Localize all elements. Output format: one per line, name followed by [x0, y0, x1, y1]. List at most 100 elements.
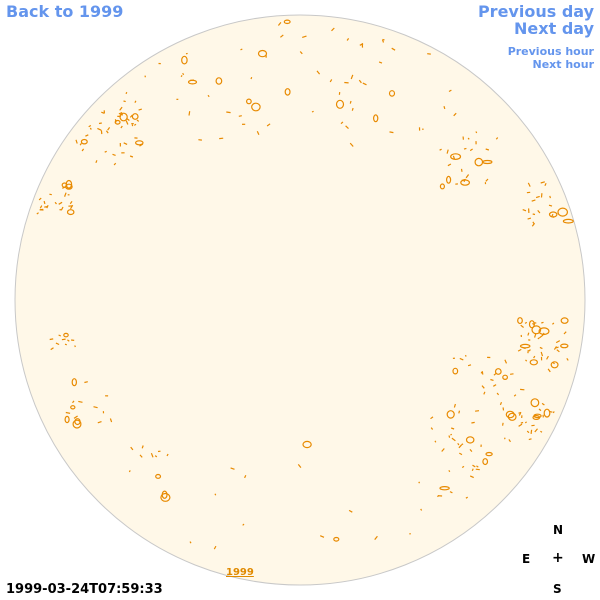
observation-timestamp: 1999-03-24T07:59:33	[6, 582, 163, 597]
contour-speck	[58, 334, 62, 337]
contour-speck	[439, 148, 442, 151]
contour-speck	[240, 48, 243, 51]
contour-speck	[493, 372, 497, 376]
contour-speck	[95, 160, 98, 164]
contour-speck	[441, 448, 445, 452]
contour-speck	[88, 124, 92, 128]
contour-speck	[180, 75, 183, 78]
contour-speck	[98, 122, 102, 125]
contour-speck	[139, 143, 144, 147]
contour-ring	[160, 492, 171, 502]
contour-speck	[481, 371, 484, 375]
contour-speck	[472, 464, 476, 468]
contour-speck	[513, 394, 517, 397]
contour-speck	[437, 495, 440, 498]
contour-speck	[97, 127, 102, 131]
contour-speck	[351, 107, 354, 111]
contour-speck	[55, 342, 60, 346]
contour-speck	[226, 111, 231, 114]
year-link[interactable]: 1999	[226, 567, 254, 578]
contour-speck	[134, 100, 137, 103]
contour-ring	[494, 368, 502, 375]
contour-ring	[517, 317, 523, 325]
compass-east: E	[522, 552, 531, 566]
contour-speck	[112, 153, 116, 156]
contour-speck	[528, 438, 532, 441]
contour-speck	[549, 195, 551, 199]
contour-ring	[502, 374, 509, 380]
contour-speck	[139, 454, 143, 458]
contour-speck	[443, 106, 446, 110]
contour-ring	[72, 419, 82, 429]
contour-speck	[101, 111, 105, 114]
contour-ring	[485, 451, 493, 457]
contour-ring	[135, 140, 144, 146]
contour-speck	[547, 368, 551, 373]
contour-speck	[38, 197, 42, 201]
contour-ring	[560, 343, 569, 349]
contour-speck	[485, 178, 489, 182]
contour-speck	[78, 400, 83, 403]
contour-speck	[119, 106, 123, 111]
contour-ring	[114, 119, 121, 125]
contour-ring	[543, 408, 551, 418]
contour-speck	[527, 332, 530, 336]
contour-speck	[520, 324, 524, 328]
contour-speck	[471, 421, 475, 424]
contour-speck	[138, 108, 142, 111]
contour-speck	[104, 150, 107, 153]
contour-speck	[452, 155, 456, 160]
contour-speck	[277, 22, 282, 26]
contour-ring	[482, 458, 489, 466]
contour-speck	[207, 94, 210, 98]
contour-speck	[302, 35, 307, 38]
contour-ring	[446, 175, 452, 184]
contour-speck	[150, 452, 154, 458]
contour-ring	[302, 440, 312, 449]
contour-speck	[461, 443, 464, 446]
contour-speck	[537, 337, 540, 340]
contour-speck	[213, 545, 217, 550]
contour-speck	[81, 148, 85, 152]
previous-hour-link[interactable]: Previous hour	[507, 45, 594, 58]
contour-speck	[129, 114, 133, 118]
contour-speck	[475, 410, 480, 412]
contour-speck	[533, 355, 536, 359]
back-to-year-link[interactable]: Back to 1999	[6, 2, 124, 21]
previous-day-link[interactable]: Previous day	[477, 2, 594, 21]
solar-disk	[14, 14, 586, 586]
contour-speck	[114, 119, 117, 123]
contour-speck	[85, 134, 89, 137]
contour-ring	[460, 179, 471, 186]
contour-speck	[451, 427, 455, 430]
contour-ring	[333, 536, 340, 542]
contour-speck	[434, 440, 437, 443]
contour-speck	[544, 182, 547, 187]
contour-ring	[245, 98, 252, 105]
contour-speck	[345, 125, 349, 130]
contour-speck	[125, 91, 128, 95]
contour-speck	[448, 435, 451, 438]
contour-ring	[251, 102, 261, 112]
contour-speck	[346, 38, 350, 41]
next-day-link[interactable]: Next day	[514, 19, 594, 38]
contour-speck	[552, 322, 555, 325]
contour-speck	[129, 155, 134, 158]
contour-speck	[527, 182, 531, 187]
contour-speck	[79, 143, 82, 146]
contour-speck	[378, 61, 383, 64]
contour-ring	[373, 114, 379, 123]
contour-speck	[530, 429, 533, 434]
contour-speck	[541, 321, 544, 324]
contour-speck	[49, 193, 52, 196]
contour-speck	[471, 468, 474, 472]
next-hour-link[interactable]: Next hour	[532, 58, 595, 71]
contour-speck	[54, 201, 57, 205]
contour-speck	[566, 357, 569, 361]
contour-ring	[284, 88, 291, 96]
contour-speck	[532, 322, 535, 326]
contour-ring	[557, 207, 568, 217]
contour-ring	[562, 218, 574, 224]
contour-ring	[482, 159, 493, 165]
contour-speck	[527, 217, 532, 220]
